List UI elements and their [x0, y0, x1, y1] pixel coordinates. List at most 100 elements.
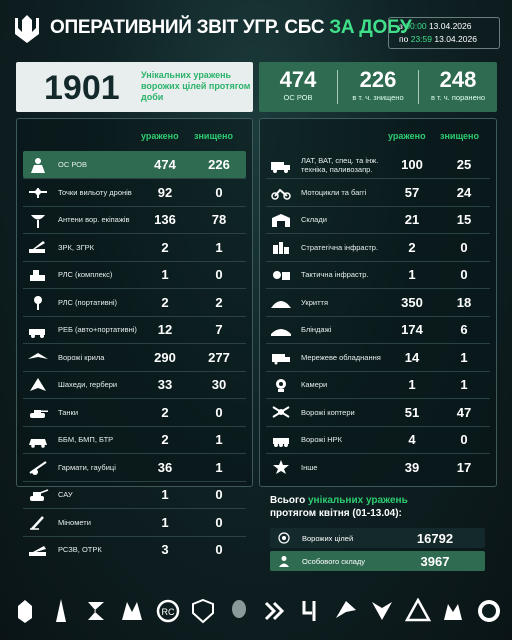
- row-label: Антени вор. екіпажів: [58, 215, 130, 224]
- header: ОПЕРАТИВНИЙ ЗВІТ УГР. СБС ЗА ДОБУ з 00:0…: [0, 0, 512, 58]
- warehouse-icon: [272, 213, 290, 227]
- tactical-infra-icon: [273, 270, 290, 280]
- destroyed-value: 0: [460, 239, 468, 255]
- row-divider: [23, 205, 246, 207]
- stat-row: Шахеди, гербери 33 30: [23, 371, 246, 398]
- unit-emblem-13-icon: [444, 604, 463, 620]
- destroyed-value: 1: [215, 459, 223, 475]
- os-rov-cell: 474 ОС РОВ: [279, 67, 317, 102]
- destroyed-value: 15: [456, 212, 472, 227]
- hit-value: 39: [404, 459, 420, 475]
- stat-row: Склади 21 15: [266, 206, 490, 233]
- target-icon: [278, 532, 290, 544]
- row-divider: [266, 315, 490, 317]
- row-divider: [266, 453, 490, 454]
- hit-value: 2: [161, 294, 169, 310]
- destroyed-value: 0: [215, 267, 223, 282]
- killed-cell: 226 в т. ч. знищено: [352, 67, 404, 102]
- row-label: Укриття: [301, 297, 329, 307]
- hit-value: 1: [161, 487, 169, 502]
- row-divider: [23, 370, 246, 372]
- unit-emblem-8-icon: [264, 601, 284, 621]
- row-label: Ворожі НРК: [301, 435, 342, 444]
- hit-value: 14: [404, 349, 420, 365]
- row-label: ЗРК, ЗГРК: [58, 242, 95, 252]
- destroyed-value: 277: [208, 349, 230, 365]
- hit-value: 1: [408, 267, 416, 282]
- destroyed-value: 1: [460, 349, 468, 365]
- row-divider: [266, 260, 490, 262]
- hit-value: 474: [154, 157, 176, 172]
- divider: [418, 70, 419, 104]
- row-divider: [23, 398, 246, 399]
- destroyed-value: 0: [460, 432, 468, 447]
- shahed-icon: [30, 377, 46, 391]
- ground-robot-icon: [273, 437, 289, 447]
- stat-row: РЕБ (авто+портативні) 12 7: [23, 316, 246, 343]
- row-label: САУ: [58, 490, 73, 499]
- row-label: РЛС (портативні): [58, 297, 118, 307]
- unit-emblem-4-icon: [122, 602, 143, 620]
- hit-value: 100: [401, 157, 423, 172]
- stat-row: Антени вор. екіпажів 136 78: [23, 206, 246, 233]
- hit-value: 33: [157, 377, 173, 392]
- unit-emblem-7-icon: [232, 600, 247, 618]
- row-divider: [266, 233, 490, 234]
- destroyed-value: 7: [215, 322, 223, 337]
- hit-value: 2: [408, 239, 416, 255]
- divider: [337, 70, 338, 104]
- hit-value: 1: [161, 267, 169, 282]
- row-divider: [266, 398, 490, 399]
- wounded-cell: 248 в т. ч. поранено: [430, 67, 486, 102]
- network-equipment-icon: [272, 354, 290, 365]
- stat-row: РЛС (портативні) 2 2: [23, 289, 246, 316]
- row-divider: [23, 343, 246, 344]
- mortar-icon: [30, 516, 44, 530]
- wing-icon: [28, 353, 48, 359]
- quadcopter-icon: [272, 406, 290, 418]
- unique-hits-summary: 1901 Унікальних уражень ворожих цілей пр…: [16, 62, 253, 112]
- hit-value: 36: [157, 459, 173, 475]
- hit-value: 1: [161, 514, 169, 530]
- stat-row: Бліндажі 174 6: [266, 316, 490, 343]
- column-header-hit: уражено: [388, 131, 426, 141]
- stat-row: ЛАТ, ВАТ, спец. та інж. техніка, паливоз…: [266, 151, 490, 178]
- drone-launch-point-icon: [29, 188, 47, 198]
- stat-row: Інше 39 17: [266, 454, 490, 481]
- personnel-icon: [31, 157, 45, 173]
- hit-value: 174: [401, 322, 423, 337]
- destroyed-value: 1: [460, 377, 468, 392]
- row-divider: [266, 178, 490, 179]
- unique-total: 1901: [44, 69, 120, 107]
- row-divider: [266, 343, 490, 344]
- unit-emblem-12-icon: [404, 598, 431, 622]
- sam-launcher-icon: [29, 241, 45, 253]
- hit-value: 136: [154, 212, 176, 227]
- hit-value: 4: [408, 432, 416, 447]
- destroyed-value: 1: [215, 239, 223, 255]
- hit-value: 350: [401, 294, 423, 310]
- svg-text:RC: RC: [161, 607, 174, 617]
- truck-icon: [271, 161, 290, 173]
- destroyed-value: 0: [215, 487, 223, 502]
- hit-value: 92: [157, 184, 173, 200]
- row-divider: [23, 315, 246, 317]
- hit-value: 57: [404, 184, 420, 200]
- destroyed-value: 0: [215, 184, 223, 200]
- antenna-icon: [31, 214, 45, 228]
- row-label: Ворожі коптери: [301, 407, 355, 417]
- row-divider: [23, 288, 246, 289]
- destroyed-value: 0: [215, 542, 223, 557]
- spg-icon: [30, 488, 49, 501]
- personnel-icon: [279, 556, 289, 567]
- stat-row: САУ 1 0: [23, 481, 246, 508]
- row-label: Міномети: [58, 517, 91, 527]
- row-label: Бліндажі: [301, 325, 332, 334]
- hit-value: 2: [161, 239, 169, 255]
- row-label: Тактична інфрастр.: [301, 270, 369, 279]
- stat-row: Гармати, гаубиці 36 1: [23, 454, 246, 481]
- destroyed-value: 18: [456, 294, 472, 310]
- stat-row: Ворожі НРК 4 0: [266, 426, 490, 453]
- monthly-totals-heading: Всього унікальних уражень протягом квітн…: [270, 495, 408, 519]
- row-label: Мотоцикли та баггі: [301, 187, 367, 197]
